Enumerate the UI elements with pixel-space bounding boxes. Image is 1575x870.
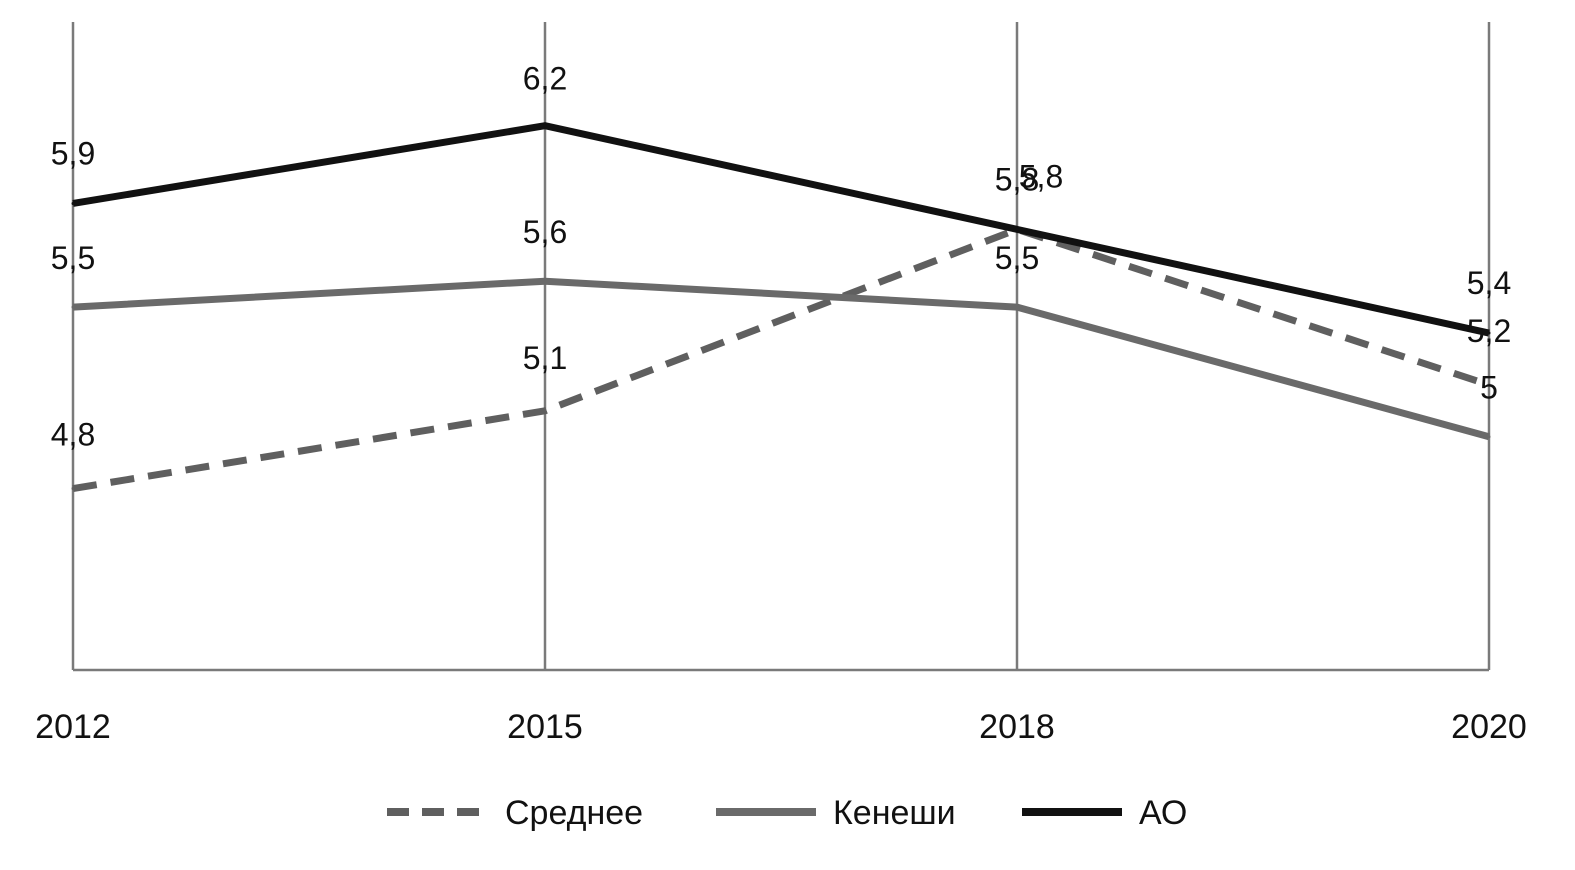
x-tick-label: 2012 xyxy=(35,708,111,746)
series-line-2 xyxy=(72,277,1490,441)
data-label: 5,4 xyxy=(1467,265,1511,301)
data-label: 6,2 xyxy=(523,61,567,97)
data-label: 5,8 xyxy=(1019,158,1063,194)
grid-layer xyxy=(71,22,1491,672)
data-point xyxy=(71,201,75,205)
data-point xyxy=(71,487,75,491)
data-point xyxy=(1015,305,1019,309)
legend: Среднее Кенеши АО xyxy=(387,794,1187,832)
x-tick-label: 2018 xyxy=(979,708,1055,746)
data-label: 5 xyxy=(1480,370,1498,406)
legend-item: Среднее xyxy=(387,794,643,832)
data-point xyxy=(1487,383,1491,387)
data-point xyxy=(543,279,547,283)
data-label: 5,5 xyxy=(995,240,1039,276)
legend-label: Среднее xyxy=(505,794,643,832)
x-tick-label: 2015 xyxy=(507,708,583,746)
series-layer xyxy=(71,122,1491,493)
legend-item: АО xyxy=(1022,794,1187,832)
data-label: 5,8 xyxy=(995,161,1039,197)
data-label-layer: 4,8 5,1 5,8 5,2 5,5 5,6 5,5 5 5,9 6,2 5,8 5,4 xyxy=(51,61,1511,453)
data-point xyxy=(1487,435,1491,439)
data-point xyxy=(1015,227,1019,231)
x-tick-label: 2020 xyxy=(1451,708,1527,746)
legend-label: Кенеши xyxy=(833,794,956,832)
data-label: 4,8 xyxy=(51,417,95,453)
data-label: 5,5 xyxy=(51,240,95,276)
data-label: 5,1 xyxy=(523,340,567,376)
series-line-1 xyxy=(72,225,1491,493)
legend-label: АО xyxy=(1139,794,1187,832)
data-label: 5,9 xyxy=(51,135,95,171)
data-point xyxy=(71,305,75,309)
series-line-3 xyxy=(72,122,1490,337)
data-point xyxy=(1487,331,1491,335)
data-label: 5,6 xyxy=(523,214,567,250)
legend-item: Кенеши xyxy=(716,794,956,832)
data-label: 5,2 xyxy=(1467,313,1511,349)
data-point xyxy=(543,124,547,128)
x-tick-layer: 2012 2015 2018 2020 xyxy=(35,708,1527,746)
data-point xyxy=(543,409,547,413)
